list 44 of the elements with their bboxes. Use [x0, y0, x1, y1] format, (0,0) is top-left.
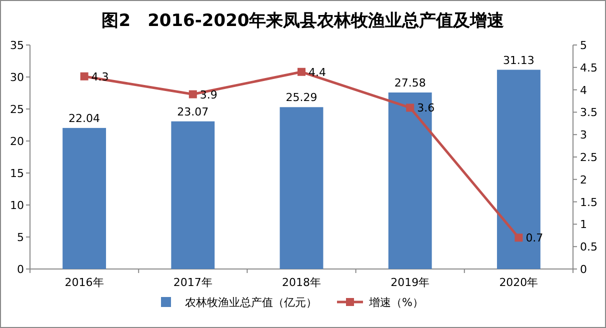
y2-tick-label: 0 [580, 263, 587, 276]
data-label: 25.29 [286, 91, 318, 104]
data-label: 23.07 [177, 105, 209, 118]
y2-tick-label: 5 [580, 39, 587, 52]
data-label: 4.4 [308, 66, 326, 79]
y2-tick-label: 4.5 [580, 61, 598, 74]
y2-tick-label: 1 [580, 218, 587, 232]
x-tick-label: 2018年 [282, 276, 321, 289]
chart-title: 图2 2016-2020年来凤县农林牧渔业总产值及增速 [102, 11, 504, 31]
y2-tick-label: 3.5 [580, 106, 598, 120]
point [298, 68, 306, 76]
bar [280, 107, 324, 269]
data-label: 31.13 [502, 54, 534, 67]
legend-label: 农林牧渔业总产值（亿元） [185, 296, 317, 309]
bar [388, 92, 432, 269]
y2-tick-label: 2 [580, 173, 587, 186]
point [406, 104, 414, 112]
x-tick-label: 2019年 [390, 276, 430, 289]
data-label: 3.9 [200, 88, 218, 102]
y-tick-label: 25 [10, 103, 24, 116]
y2-tick-label: 1.5 [580, 196, 598, 209]
point [514, 234, 523, 242]
y2-tick-label: 2.5 [580, 151, 598, 164]
y-tick-label: 30 [10, 71, 24, 84]
bar [496, 70, 540, 269]
x-tick-label: 2020年 [499, 276, 538, 289]
point [188, 90, 197, 98]
y-tick-label: 15 [10, 167, 24, 180]
x-tick-label: 2017年 [173, 276, 212, 289]
y-tick-label: 0 [17, 263, 24, 276]
y-tick-label: 5 [17, 231, 24, 244]
bar [171, 121, 215, 269]
y-tick-label: 20 [10, 135, 24, 148]
x-tick-label: 2016年 [64, 276, 104, 289]
y-tick-label: 10 [10, 199, 24, 212]
y2-tick-label: 4 [580, 84, 587, 97]
legend-label: 增速（%） [368, 296, 424, 309]
data-label: 27.58 [394, 76, 426, 90]
y-tick-label: 35 [10, 39, 24, 52]
y2-tick-label: 3 [580, 128, 587, 142]
bar [62, 128, 106, 269]
data-label: 22.04 [68, 112, 100, 125]
point [80, 72, 88, 80]
y2-tick-label: 0.5 [580, 240, 598, 254]
